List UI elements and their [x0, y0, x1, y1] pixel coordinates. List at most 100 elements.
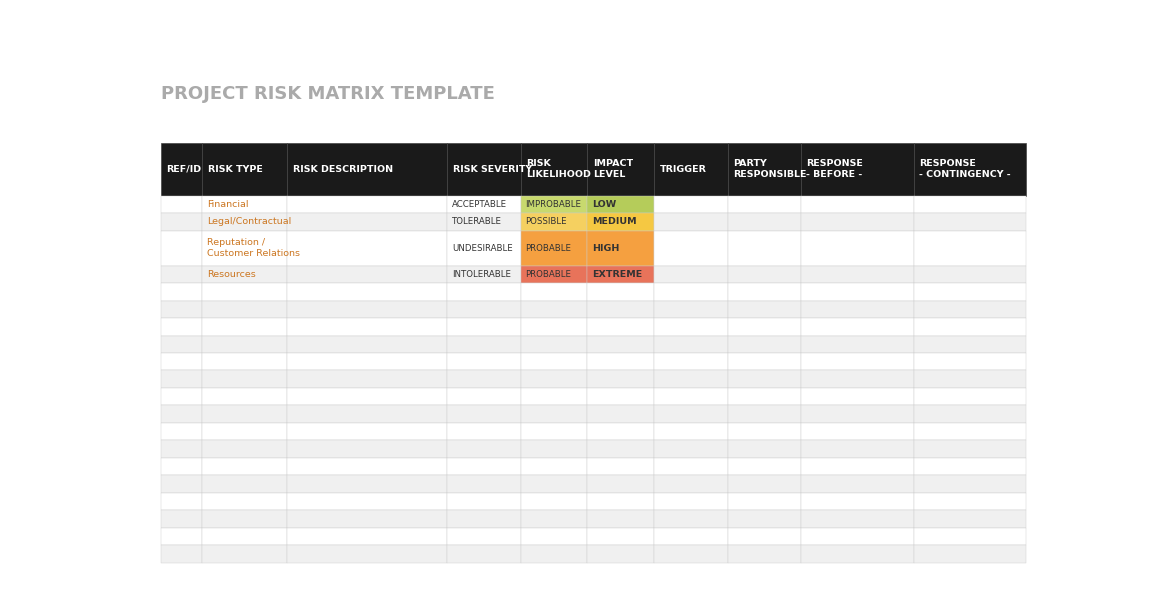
Bar	[521, 370, 587, 388]
Bar	[161, 143, 203, 196]
Bar	[203, 423, 287, 441]
Bar	[801, 266, 914, 283]
Bar	[161, 266, 203, 283]
Bar	[587, 528, 654, 545]
Bar	[203, 143, 287, 196]
Bar	[654, 353, 727, 370]
Bar	[914, 423, 1026, 441]
Bar	[587, 458, 654, 475]
Bar	[914, 475, 1026, 493]
Bar	[654, 143, 727, 196]
Bar	[161, 318, 203, 336]
Bar	[287, 266, 447, 283]
Bar	[587, 300, 654, 318]
Bar	[587, 143, 654, 196]
Bar	[914, 388, 1026, 405]
Bar	[727, 318, 801, 336]
Text: PROJECT RISK MATRIX TEMPLATE: PROJECT RISK MATRIX TEMPLATE	[161, 85, 494, 103]
Bar	[447, 458, 521, 475]
Bar	[287, 143, 447, 196]
Bar	[521, 405, 587, 423]
Bar	[801, 545, 914, 562]
Bar	[587, 545, 654, 562]
Bar	[801, 510, 914, 528]
Bar	[521, 283, 587, 300]
Bar	[801, 336, 914, 353]
Bar	[727, 213, 801, 230]
Bar	[587, 353, 654, 370]
Bar	[587, 510, 654, 528]
Bar	[447, 528, 521, 545]
Bar	[654, 493, 727, 510]
Bar	[654, 230, 727, 266]
Bar	[727, 441, 801, 458]
Bar	[287, 283, 447, 300]
Text: RESPONSE
- CONTINGENCY -: RESPONSE - CONTINGENCY -	[919, 159, 1011, 179]
Bar	[287, 300, 447, 318]
Bar	[447, 370, 521, 388]
Bar	[161, 545, 203, 562]
Bar	[914, 370, 1026, 388]
Bar	[801, 196, 914, 213]
Bar	[727, 300, 801, 318]
Bar	[447, 336, 521, 353]
Text: Reputation /
Customer Relations: Reputation / Customer Relations	[207, 238, 300, 258]
Bar	[203, 353, 287, 370]
Bar	[161, 458, 203, 475]
Bar	[287, 441, 447, 458]
Bar	[801, 493, 914, 510]
Bar	[521, 475, 587, 493]
Bar	[801, 300, 914, 318]
Bar	[203, 213, 287, 230]
Text: INTOLERABLE: INTOLERABLE	[452, 270, 511, 279]
Bar	[654, 196, 727, 213]
Text: HIGH: HIGH	[592, 244, 620, 253]
Bar	[914, 405, 1026, 423]
Bar	[727, 388, 801, 405]
Bar	[727, 545, 801, 562]
Bar	[727, 510, 801, 528]
Text: PARTY
RESPONSIBLE: PARTY RESPONSIBLE	[733, 159, 806, 179]
Bar	[587, 336, 654, 353]
Bar	[654, 370, 727, 388]
Bar	[801, 143, 914, 196]
Text: Financial: Financial	[207, 200, 249, 209]
Bar	[654, 336, 727, 353]
Bar	[447, 388, 521, 405]
Bar	[203, 510, 287, 528]
Bar	[447, 545, 521, 562]
Bar	[203, 528, 287, 545]
Bar	[203, 196, 287, 213]
Text: Legal/Contractual: Legal/Contractual	[207, 217, 291, 226]
Bar	[161, 388, 203, 405]
Bar	[654, 458, 727, 475]
Bar	[203, 405, 287, 423]
Bar	[287, 475, 447, 493]
Bar	[801, 423, 914, 441]
Bar	[161, 405, 203, 423]
Bar	[287, 388, 447, 405]
Bar	[521, 143, 587, 196]
Bar	[727, 230, 801, 266]
Bar	[203, 475, 287, 493]
Bar	[914, 510, 1026, 528]
Bar	[727, 283, 801, 300]
Bar	[801, 388, 914, 405]
Bar	[161, 300, 203, 318]
Bar	[521, 388, 587, 405]
Bar	[203, 230, 287, 266]
Bar	[587, 283, 654, 300]
Text: UNDESIRABLE: UNDESIRABLE	[452, 244, 513, 253]
Text: POSSIBLE: POSSIBLE	[526, 217, 567, 226]
Bar	[521, 528, 587, 545]
Bar	[587, 493, 654, 510]
Bar	[727, 423, 801, 441]
Bar	[727, 143, 801, 196]
Bar	[914, 266, 1026, 283]
Bar	[801, 405, 914, 423]
Bar	[203, 336, 287, 353]
Bar	[587, 405, 654, 423]
Bar	[521, 230, 587, 266]
Bar	[654, 528, 727, 545]
Bar	[287, 405, 447, 423]
